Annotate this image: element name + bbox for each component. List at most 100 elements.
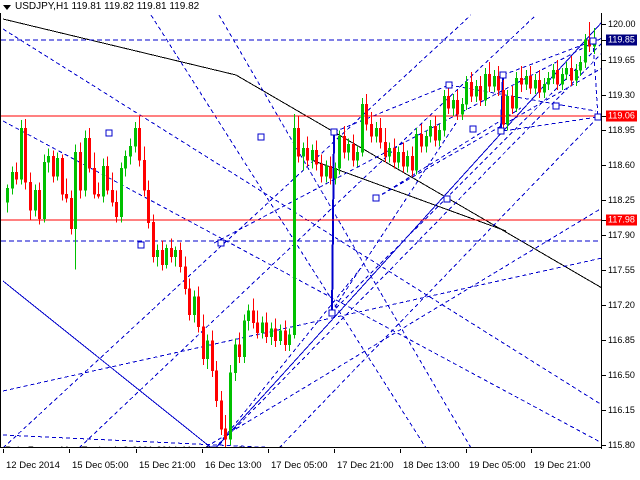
trendline-blue-solid-up-1[interactable] — [2, 280, 214, 448]
candlestick — [60, 154, 65, 201]
trendline-blue-dash-fan-3[interactable] — [150, 14, 426, 448]
time-axis-label: 18 Dec 13:00 — [403, 460, 460, 471]
trendline-blue-dash-mid-2[interactable] — [214, 267, 362, 448]
time-tick — [268, 449, 269, 453]
bid-price-label[interactable]: 119.85 — [606, 34, 637, 46]
chart-plot-area[interactable]: RoboForex - MetaTrader 4, © 2001-2014, M… — [0, 13, 601, 448]
trendline-blue-dash-up-1[interactable] — [3, 14, 472, 448]
candlestick — [478, 76, 483, 107]
drawing-anchor-handle[interactable] — [445, 81, 453, 89]
candlestick — [555, 60, 560, 91]
candlestick — [151, 214, 156, 263]
candlestick — [546, 72, 551, 91]
time-tick — [466, 449, 467, 453]
candlestick — [210, 330, 215, 377]
candlestick — [310, 144, 315, 169]
candlestick — [114, 190, 119, 223]
trendline-blue-dash-fan-1[interactable] — [2, 28, 601, 405]
trendline-blue-dash-low-2[interactable] — [2, 434, 281, 448]
price-tick — [602, 130, 606, 131]
candlestick — [192, 290, 197, 323]
drawing-anchor-handle[interactable] — [330, 128, 338, 136]
trendline-blue-dash-chan-1[interactable] — [213, 37, 601, 244]
trendline-blue-dash-arc-3[interactable] — [560, 104, 597, 112]
candlestick — [324, 160, 329, 183]
trendline-blue-dash-mid-1[interactable] — [330, 122, 457, 314]
trendline-blue-dash-wedge-bot[interactable] — [502, 116, 599, 132]
drawing-anchor-handle[interactable] — [105, 129, 113, 137]
candlestick — [510, 86, 515, 115]
drawing-anchors-group — [105, 37, 601, 448]
candlestick — [37, 182, 42, 225]
time-axis-label: 15 Dec 21:00 — [139, 460, 196, 471]
trendline-blue-dash-up-2[interactable] — [79, 14, 537, 448]
drawing-anchor-handle[interactable] — [217, 239, 225, 247]
trendline-blue-dash-up-3[interactable] — [214, 53, 601, 448]
candlestick — [460, 98, 465, 121]
trendline-blue-dash-up-5[interactable] — [330, 43, 601, 314]
price-axis-label: 118.60 — [608, 160, 635, 170]
trendline-blue-dash-wedge-top[interactable] — [502, 40, 594, 76]
candlestick — [301, 142, 306, 171]
drawing-anchor-handle[interactable] — [469, 125, 477, 133]
price-tick — [602, 95, 606, 96]
candlestick — [446, 84, 451, 115]
drawing-anchor-handle[interactable] — [372, 194, 380, 202]
trendline-black-down-3[interactable] — [313, 160, 507, 232]
candlestick — [46, 148, 51, 173]
trendline-blue-dash-low-1[interactable] — [2, 257, 601, 392]
candlestick — [514, 72, 519, 113]
candlestick — [451, 94, 456, 117]
candlestick — [96, 182, 101, 199]
drawing-anchor-handle[interactable] — [594, 113, 601, 121]
price-axis-label: 117.20 — [608, 300, 635, 310]
price-axis-label: 118.95 — [608, 125, 635, 135]
trendline-blue-dash-low-3[interactable] — [205, 208, 601, 447]
trendline-black-down-1[interactable] — [2, 18, 237, 76]
time-axis[interactable]: 12 Dec 2014 15 Dec 05:00 15 Dec 21:00 16 De… — [0, 449, 640, 480]
candlestick — [292, 114, 297, 339]
drawing-anchor-handle[interactable] — [210, 446, 218, 448]
drawing-anchor-handle[interactable] — [443, 195, 451, 203]
price-axis[interactable]: 120.00 119.85 119.65 119.30 119.06 118.95 118.… — [601, 13, 640, 478]
drawing-anchor-handle[interactable] — [257, 133, 265, 141]
drawing-anchor-handle[interactable] — [328, 309, 336, 317]
candlestick — [260, 316, 265, 339]
trendline-blue-dash-fan-2[interactable] — [2, 120, 601, 444]
candlestick — [583, 34, 588, 69]
candlestick — [314, 140, 319, 171]
candlestick — [133, 122, 138, 153]
candlestick — [23, 119, 28, 190]
trendline-blue-dash-fan-4[interactable] — [218, 14, 471, 448]
trendline-blue-dash-wedge-right[interactable] — [592, 40, 599, 118]
trendline-blue-dash-up-4[interactable] — [279, 113, 601, 448]
trendline-blue-dash-arc-1[interactable] — [333, 84, 450, 133]
drawing-anchor-handle[interactable] — [552, 102, 560, 110]
drawing-anchor-handle[interactable] — [137, 241, 145, 249]
trendline-blue-dash-chan-2[interactable] — [375, 107, 522, 199]
drawing-anchor-handle[interactable] — [497, 127, 505, 135]
price-tick — [602, 305, 606, 306]
candlestick — [64, 178, 69, 203]
drawing-anchor-handle[interactable] — [499, 71, 507, 79]
candlestick — [119, 162, 124, 223]
candlestick — [155, 244, 160, 267]
trendline-blue-solid-vert[interactable] — [331, 131, 335, 314]
level-price-label[interactable]: 117.98 — [606, 214, 637, 226]
trendline-black-down-2[interactable] — [235, 74, 601, 288]
candlestick — [492, 70, 497, 93]
candlestick — [569, 56, 574, 87]
price-tick — [602, 60, 606, 61]
level-price-label[interactable]: 119.06 — [606, 110, 637, 122]
candlestick — [564, 62, 569, 81]
candlestick — [73, 144, 78, 270]
candlestick — [78, 142, 83, 199]
candlestick — [196, 286, 201, 333]
candlestick — [360, 98, 365, 157]
chart-title-bar: USDJPY,H1 119.81 119.82 119.81 119.82 — [0, 0, 640, 13]
candlestick — [442, 90, 447, 137]
drawing-anchor-handle[interactable] — [589, 37, 597, 45]
caret-down-icon[interactable] — [3, 4, 11, 10]
price-axis-label: 116.50 — [608, 370, 635, 380]
trendline-blue-dash-up-6[interactable] — [375, 67, 601, 199]
